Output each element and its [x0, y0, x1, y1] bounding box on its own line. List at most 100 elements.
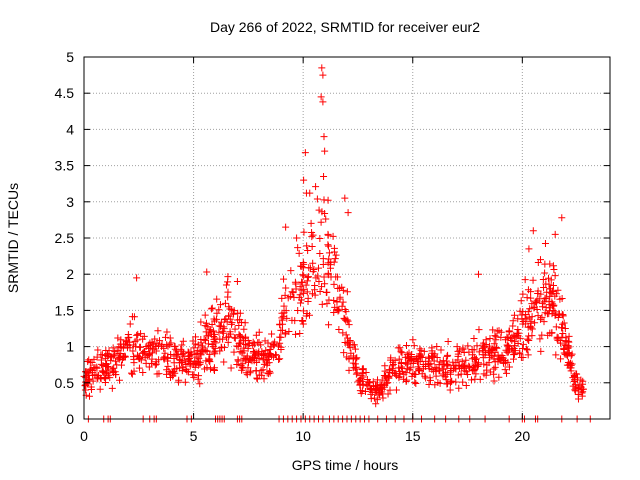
data-point — [101, 379, 109, 387]
data-point — [94, 346, 102, 354]
data-point — [558, 311, 566, 319]
data-point — [202, 357, 210, 365]
data-point — [523, 346, 531, 354]
data-point — [441, 373, 449, 381]
data-point — [230, 334, 238, 342]
data-point — [216, 322, 224, 330]
data-point — [346, 344, 354, 352]
data-point — [465, 363, 473, 371]
x-tick-labels: 0 5 10 15 20 — [80, 428, 530, 444]
data-point — [304, 273, 312, 281]
data-point — [302, 281, 310, 289]
data-point — [551, 272, 559, 280]
data-point — [201, 311, 209, 319]
data-point — [341, 306, 349, 314]
data-point — [228, 319, 236, 327]
data-point — [402, 359, 410, 367]
data-point — [161, 333, 169, 341]
data-point — [179, 337, 187, 345]
data-point — [523, 335, 531, 343]
data-point — [250, 340, 258, 348]
data-point — [82, 368, 90, 376]
data-point — [207, 330, 215, 338]
data-point — [88, 386, 96, 394]
data-point — [282, 307, 290, 315]
data-point — [220, 323, 228, 331]
data-point — [519, 340, 527, 348]
data-point — [508, 337, 516, 345]
data-point — [486, 334, 494, 342]
data-point — [572, 370, 580, 378]
data-point — [552, 323, 560, 331]
data-point — [325, 321, 333, 329]
data-point — [549, 300, 557, 308]
data-point — [465, 348, 473, 356]
data-point — [485, 359, 493, 367]
data-point — [231, 325, 239, 333]
data-point — [472, 370, 480, 378]
x-tick-label: 0 — [80, 428, 88, 444]
data-point — [102, 367, 110, 375]
data-point — [323, 288, 331, 296]
data-point — [145, 344, 153, 352]
data-point — [97, 356, 105, 364]
data-point — [298, 316, 306, 324]
data-point — [196, 359, 204, 367]
data-point — [462, 368, 470, 376]
data-point — [397, 348, 405, 356]
data-point — [189, 371, 197, 379]
data-point — [459, 344, 467, 352]
data-point — [261, 337, 269, 345]
data-point — [325, 242, 333, 250]
data-point — [538, 331, 546, 339]
data-point — [528, 332, 536, 340]
data-point-peak — [301, 149, 309, 157]
data-point — [563, 351, 571, 359]
y-tick-label: 1.5 — [55, 302, 75, 318]
data-point — [539, 275, 547, 283]
data-point — [197, 339, 205, 347]
data-point — [299, 317, 307, 325]
data-point — [482, 336, 490, 344]
data-point — [236, 332, 244, 340]
data-point-peak — [320, 133, 328, 141]
data-point — [170, 359, 178, 367]
data-point — [444, 351, 452, 359]
data-point — [480, 343, 488, 351]
data-point — [557, 355, 565, 363]
data-point-peak — [319, 98, 327, 106]
data-point — [342, 316, 350, 324]
data-point — [270, 353, 278, 361]
data-point — [211, 317, 219, 325]
data-point — [226, 305, 234, 313]
data-point — [574, 391, 582, 399]
data-point — [437, 346, 445, 354]
data-point — [493, 344, 501, 352]
data-point — [240, 354, 248, 362]
data-point — [260, 375, 268, 383]
data-point — [345, 355, 353, 363]
data-point — [449, 358, 457, 366]
data-point — [184, 355, 192, 363]
data-point — [316, 234, 324, 242]
data-point — [415, 367, 423, 375]
data-point — [156, 337, 164, 345]
data-point — [479, 341, 487, 349]
data-point — [303, 288, 311, 296]
data-point — [213, 295, 221, 303]
data-point-peak — [475, 270, 482, 278]
x-tick-label: 20 — [515, 428, 531, 444]
data-point — [213, 309, 221, 317]
data-point — [221, 299, 229, 307]
data-point — [578, 392, 586, 400]
data-point — [417, 351, 425, 359]
data-point — [571, 386, 579, 394]
data-points — [80, 64, 587, 408]
data-point — [409, 357, 417, 365]
data-point — [359, 381, 367, 389]
data-point — [324, 230, 332, 238]
data-point — [537, 347, 545, 355]
data-point — [244, 364, 252, 372]
data-point — [322, 215, 330, 223]
data-point — [546, 288, 554, 296]
